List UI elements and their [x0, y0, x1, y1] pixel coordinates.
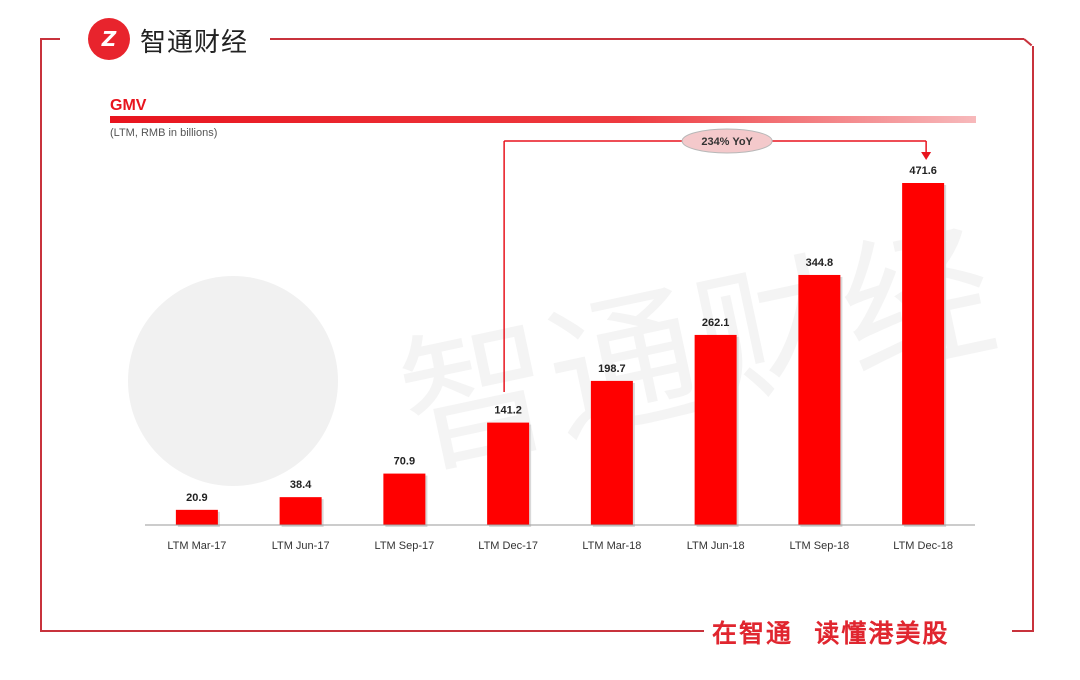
x-tick-label: LTM Dec-18	[893, 540, 953, 552]
bar	[175, 509, 218, 525]
brand-name: 智通财经	[140, 28, 249, 58]
x-tick-label: LTM Jun-18	[687, 540, 745, 552]
frame-right	[1032, 46, 1034, 630]
frame-bottom-left	[40, 630, 704, 632]
annotation-pill	[681, 128, 773, 154]
x-tick-label: LTM Dec-17	[478, 540, 538, 552]
x-tick-label: LTM Mar-17	[167, 540, 226, 552]
x-tick-label: LTM Mar-18	[582, 540, 641, 552]
annotation-text: 234% YoY	[701, 136, 753, 148]
bar	[694, 334, 737, 525]
annotation-arrow-icon	[921, 152, 932, 160]
data-label: 262.1	[702, 317, 730, 329]
bar	[590, 380, 633, 525]
data-label: 70.9	[394, 456, 415, 468]
bar	[798, 274, 841, 525]
data-label: 471.6	[909, 165, 937, 177]
data-label: 38.4	[290, 479, 312, 491]
watermark-logo	[128, 276, 338, 486]
bar	[902, 183, 945, 525]
x-tick-label: LTM Sep-18	[790, 540, 850, 552]
chart-title: GMV	[110, 97, 147, 114]
brand-logo-icon: Z	[88, 18, 130, 60]
title-rule	[110, 116, 976, 123]
data-label: 20.9	[186, 492, 207, 504]
frame-top-right	[270, 38, 1024, 40]
frame-bottom-right	[1012, 630, 1034, 632]
footer-slogan: 在智通 读懂港美股	[712, 619, 950, 648]
bar	[383, 473, 426, 525]
x-tick-label: LTM Sep-17	[375, 540, 435, 552]
bar	[279, 497, 322, 525]
frame-left	[40, 38, 42, 630]
bar	[487, 422, 530, 525]
data-label: 344.8	[806, 257, 834, 269]
chart-subtitle: (LTM, RMB in billions)	[110, 127, 218, 139]
data-label: 198.7	[598, 363, 626, 375]
x-tick-label: LTM Jun-17	[272, 540, 330, 552]
frame-top-left	[40, 38, 60, 40]
data-label: 141.2	[494, 405, 522, 417]
